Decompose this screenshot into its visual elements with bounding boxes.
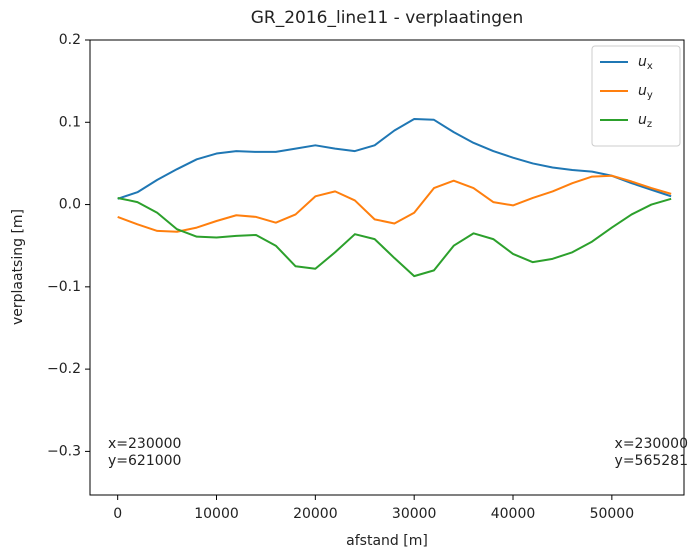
- data-line: [117, 174, 672, 233]
- data-line: [117, 117, 672, 200]
- x-axis-label: afstand [m]: [346, 533, 428, 549]
- y-tick-label: 0.2: [59, 32, 81, 48]
- x-tick-label: 40000: [491, 506, 536, 522]
- x-tick-label: 0: [113, 506, 122, 522]
- y-axis-label: verplaatsing [m]: [10, 209, 26, 325]
- x-tick-label: 10000: [194, 506, 239, 522]
- annotation: x=230000: [108, 436, 181, 452]
- y-tick-label: 0.0: [59, 197, 81, 213]
- x-tick-label: 30000: [392, 506, 437, 522]
- legend-label: ux: [638, 54, 653, 72]
- data-line: [117, 196, 672, 278]
- legend-label: uy: [638, 83, 653, 101]
- y-tick-label: −0.3: [47, 443, 81, 459]
- y-tick-label: −0.1: [47, 279, 81, 295]
- annotation: x=230000: [615, 436, 688, 452]
- legend-label: uz: [638, 112, 652, 130]
- x-tick-label: 50000: [590, 506, 635, 522]
- y-tick-label: −0.2: [47, 361, 81, 377]
- plot-frame: [89, 39, 685, 496]
- y-tick-label: 0.1: [59, 114, 81, 130]
- annotation: y=621000: [108, 453, 181, 469]
- annotation: y=565281: [615, 453, 688, 469]
- x-tick-label: 20000: [293, 506, 338, 522]
- chart-title: GR_2016_line11 - verplaatingen: [251, 8, 524, 28]
